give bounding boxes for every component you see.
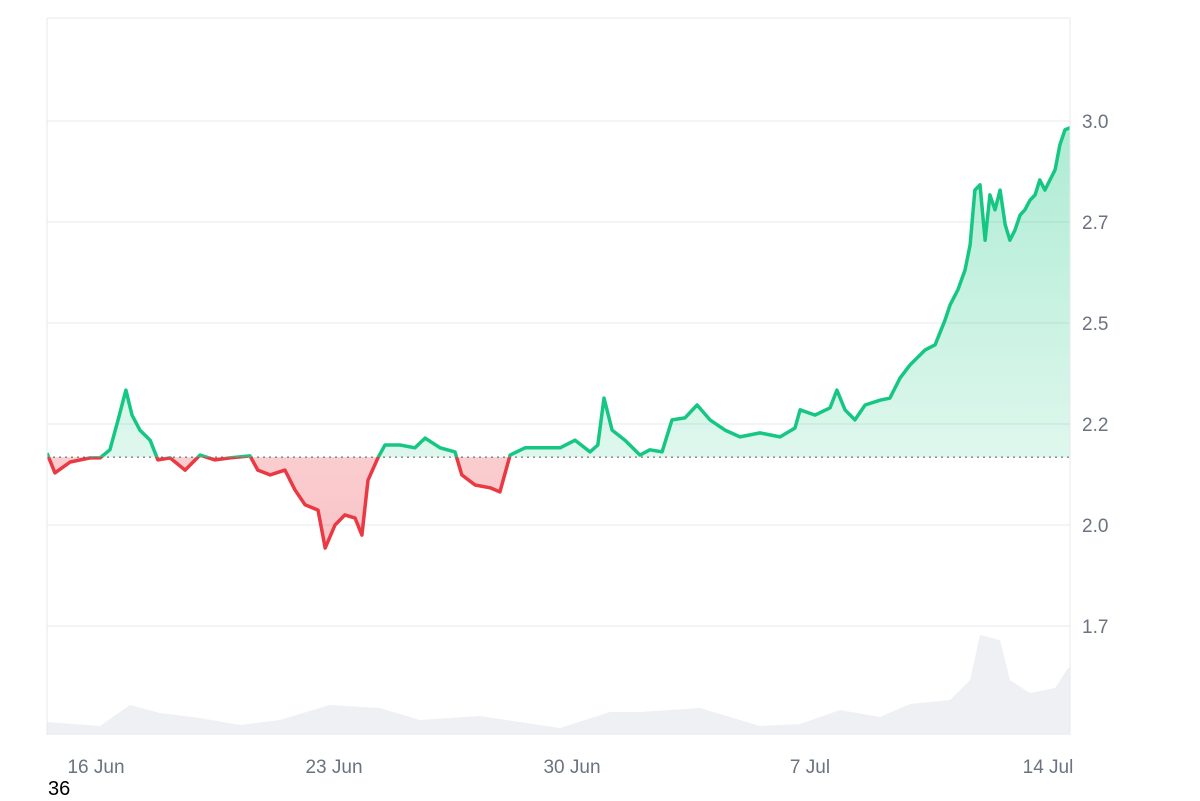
price-line-down	[47, 457, 512, 550]
y-tick-label: 2.7	[1082, 213, 1108, 234]
y-tick-label: 2.0	[1082, 516, 1108, 537]
y-tick-label: 1.7	[1082, 617, 1108, 638]
x-tick-label: 16 Jun	[67, 757, 124, 778]
footer-number: 36	[48, 778, 71, 800]
plot-frame	[46, 17, 1071, 735]
x-tick-label: 23 Jun	[305, 757, 362, 778]
x-tick-label: 14 Jul	[1023, 757, 1074, 778]
price-line-up	[47, 126, 1070, 458]
x-tick-label: 30 Jun	[543, 757, 600, 778]
y-tick-label: 2.2	[1082, 415, 1108, 436]
area-above-baseline	[47, 127, 1070, 458]
area-below-baseline	[48, 457, 510, 548]
y-tick-label: 3.0	[1082, 112, 1108, 133]
grid-lines	[47, 120, 1070, 627]
y-tick-label: 2.5	[1082, 314, 1108, 335]
x-tick-label: 7 Jul	[790, 757, 830, 778]
volume-area	[47, 635, 1070, 735]
